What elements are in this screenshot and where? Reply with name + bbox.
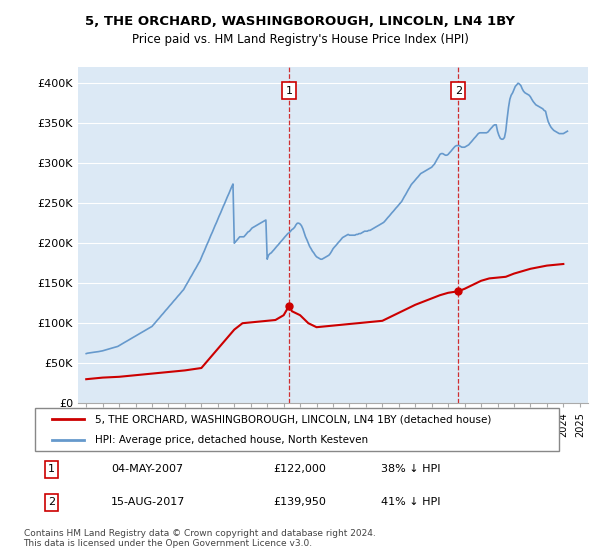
Text: 5, THE ORCHARD, WASHINGBOROUGH, LINCOLN, LN4 1BY (detached house): 5, THE ORCHARD, WASHINGBOROUGH, LINCOLN,… — [95, 414, 491, 424]
Text: 2: 2 — [455, 86, 462, 96]
Text: 04-MAY-2007: 04-MAY-2007 — [111, 464, 183, 474]
Text: 1: 1 — [48, 464, 55, 474]
Text: HPI: Average price, detached house, North Kesteven: HPI: Average price, detached house, Nort… — [95, 435, 368, 445]
Text: 15-AUG-2017: 15-AUG-2017 — [111, 497, 185, 507]
FancyBboxPatch shape — [35, 408, 559, 451]
Text: £122,000: £122,000 — [273, 464, 326, 474]
Text: 38% ↓ HPI: 38% ↓ HPI — [381, 464, 440, 474]
Text: 2: 2 — [48, 497, 55, 507]
Text: 1: 1 — [286, 86, 293, 96]
Text: Price paid vs. HM Land Registry's House Price Index (HPI): Price paid vs. HM Land Registry's House … — [131, 33, 469, 46]
Text: £139,950: £139,950 — [273, 497, 326, 507]
Text: 5, THE ORCHARD, WASHINGBOROUGH, LINCOLN, LN4 1BY: 5, THE ORCHARD, WASHINGBOROUGH, LINCOLN,… — [85, 15, 515, 29]
Text: Contains HM Land Registry data © Crown copyright and database right 2024.
This d: Contains HM Land Registry data © Crown c… — [23, 529, 375, 548]
Text: 41% ↓ HPI: 41% ↓ HPI — [381, 497, 440, 507]
